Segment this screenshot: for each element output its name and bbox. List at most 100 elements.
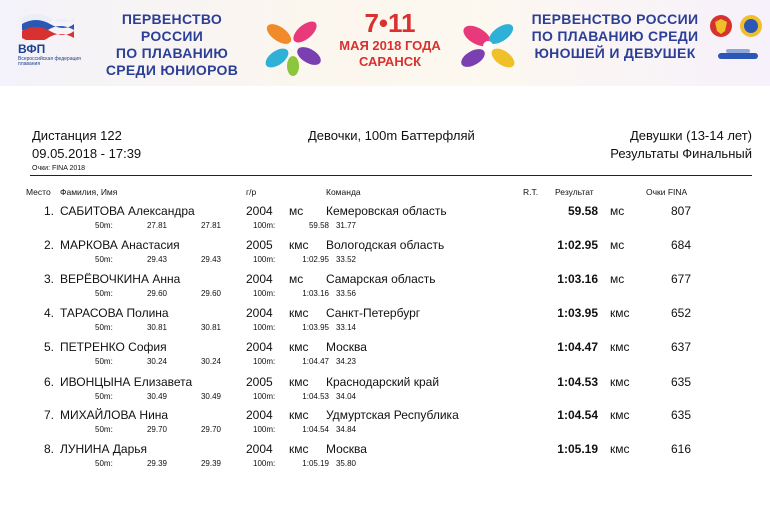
- result-row: 4. ТАРАСОВА Полина 2004 кмс Санкт-Петербург 1…: [0, 306, 770, 340]
- fina-points: 635: [670, 408, 691, 422]
- fina-points: 616: [670, 442, 691, 456]
- place-number: 5.: [43, 340, 54, 354]
- banner-title-line: СРЕДИ ЮНИОРОВ: [105, 62, 239, 78]
- result-row: 3. ВЕРЁВОЧКИНА Анна 2004 мс Самарская област…: [0, 272, 770, 306]
- banner-title-line: ПЕРВЕНСТВО РОССИИ: [531, 11, 699, 27]
- birth-year: 2004: [246, 272, 273, 286]
- org-name: Всероссийская федерация плавания: [18, 56, 81, 67]
- col-result: Результат: [555, 187, 594, 197]
- athlete-name: САБИТОВА Александра: [60, 204, 195, 218]
- athlete-rank: кмс: [289, 306, 309, 320]
- athlete-name: МАРКОВА Анастасия: [60, 238, 180, 252]
- fina-points: 635: [670, 375, 691, 389]
- fina-points: 677: [670, 272, 691, 286]
- split-100-lap: 34.23: [335, 357, 356, 366]
- birth-year: 2004: [246, 204, 273, 218]
- split-50-cumulative: 30.24: [146, 357, 167, 366]
- result-rank: мс: [610, 204, 625, 218]
- split-50-cumulative: 29.39: [146, 459, 167, 468]
- birth-year: 2005: [246, 238, 273, 252]
- athlete-name: ТАРАСОВА Полина: [60, 306, 169, 320]
- birth-year: 2004: [246, 442, 273, 456]
- split-50-cumulative: 30.49: [146, 392, 167, 401]
- event-datetime: 09.05.2018 - 17:39: [32, 146, 142, 161]
- split-50-label: 50m:: [95, 255, 113, 264]
- col-place: Место: [26, 187, 51, 197]
- team-name: Вологодская область: [326, 238, 445, 252]
- team-name: Москва: [326, 340, 367, 354]
- points-note: Очки: FINA 2018: [32, 165, 86, 172]
- team-name: Краснодарский край: [326, 375, 440, 389]
- birth-year: 2005: [246, 375, 273, 389]
- athlete-name: МИХАЙЛОВА Нина: [60, 408, 169, 422]
- split-100-cumulative: 1:03.16: [302, 289, 329, 298]
- split-50-cumulative: 29.43: [146, 255, 167, 264]
- split-50-cumulative: 29.70: [146, 425, 167, 434]
- event-title: Девочки, 100m Баттерфляй: [308, 128, 475, 143]
- result-time: 1:04.47: [557, 340, 598, 354]
- team-name: Удмуртская Республика: [326, 408, 459, 422]
- col-name: Фамилия, Имя: [60, 187, 118, 197]
- split-100-label: 100m:: [253, 323, 276, 332]
- sponsor-logo-icon: [718, 49, 758, 59]
- place-number: 7.: [43, 408, 54, 422]
- result-rank: мс: [610, 272, 625, 286]
- split-100-label: 100m:: [253, 425, 276, 434]
- split-100-lap: 31.77: [335, 221, 356, 230]
- banner-title-youth: ПЕРВЕНСТВО РОССИИ ПО ПЛАВАНИЮ СРЕДИ ЮНОШ…: [528, 11, 702, 62]
- split-50-lap: 30.81: [200, 323, 221, 332]
- split-50-cumulative: 29.60: [146, 289, 167, 298]
- split-50-cumulative: 27.81: [146, 221, 167, 230]
- result-type: Результаты Финальный: [610, 146, 752, 161]
- banner-title-juniors: ПЕРВЕНСТВО РОССИИ ПО ПЛАВАНИЮ СРЕДИ ЮНИО…: [92, 11, 252, 79]
- athlete-rank: мс: [289, 204, 304, 218]
- org-abbr: ВФП: [18, 42, 46, 56]
- header-divider: [30, 175, 752, 176]
- result-rank: кмс: [610, 340, 630, 354]
- athlete-name: ВЕРЁВОЧКИНА Анна: [60, 272, 181, 286]
- team-name: Кемеровская область: [326, 204, 447, 218]
- coat-of-arms-icon: [710, 15, 732, 37]
- split-50-lap: 29.43: [200, 255, 221, 264]
- split-100-cumulative: 1:05.19: [302, 459, 329, 468]
- flag-wave-icon: [22, 14, 74, 40]
- banner-title-line: ПО ПЛАВАНИЮ СРЕДИ: [531, 28, 699, 44]
- banner-title-line: ЮНОШЕЙ И ДЕВУШЕК: [534, 45, 696, 61]
- result-time: 1:03.95: [557, 306, 598, 320]
- split-50-lap: 27.81: [200, 221, 221, 230]
- flower-logo-icon: [461, 24, 515, 68]
- event-banner: ВФП Всероссийская федерация плавания ПЕР…: [0, 0, 770, 86]
- athlete-name: ЛУНИНА Дарья: [60, 442, 148, 456]
- flower-logo-icon: [265, 21, 321, 76]
- split-100-label: 100m:: [253, 392, 276, 401]
- split-50-label: 50m:: [95, 289, 113, 298]
- ministry-emblem-icon: [740, 15, 762, 37]
- athlete-rank: кмс: [289, 340, 309, 354]
- split-50-lap: 29.39: [200, 459, 221, 468]
- athlete-rank: кмс: [289, 375, 309, 389]
- place-number: 8.: [43, 442, 54, 456]
- result-rank: кмс: [610, 442, 630, 456]
- birth-year: 2004: [246, 306, 273, 320]
- split-100-label: 100m:: [253, 221, 276, 230]
- split-100-cumulative: 1:02.95: [302, 255, 329, 264]
- split-100-cumulative: 1:04.54: [302, 425, 329, 434]
- athlete-rank: кмс: [289, 408, 309, 422]
- place-number: 2.: [43, 238, 54, 252]
- team-name: Самарская область: [326, 272, 436, 286]
- split-100-cumulative: 1:04.53: [302, 392, 329, 401]
- team-name: Санкт-Петербург: [326, 306, 421, 320]
- athlete-rank: кмс: [289, 238, 309, 252]
- split-100-label: 100m:: [253, 289, 276, 298]
- result-rank: мс: [610, 238, 625, 252]
- split-100-label: 100m:: [253, 459, 276, 468]
- split-50-label: 50m:: [95, 392, 113, 401]
- split-50-cumulative: 30.81: [146, 323, 167, 332]
- banner-title-line: ПЕРВЕНСТВО РОССИИ: [121, 11, 223, 44]
- split-100-label: 100m:: [253, 357, 276, 366]
- place-number: 4.: [43, 306, 54, 320]
- dates-days: 7•11: [364, 8, 416, 38]
- col-rt: R.T.: [523, 187, 539, 197]
- athlete-name: ПЕТРЕНКО София: [60, 340, 167, 354]
- distance-number: Дистанция 122: [32, 128, 122, 143]
